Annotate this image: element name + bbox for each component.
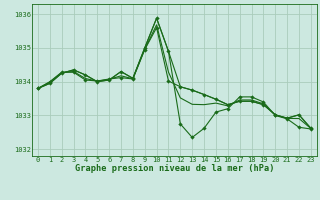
X-axis label: Graphe pression niveau de la mer (hPa): Graphe pression niveau de la mer (hPa): [75, 164, 274, 173]
